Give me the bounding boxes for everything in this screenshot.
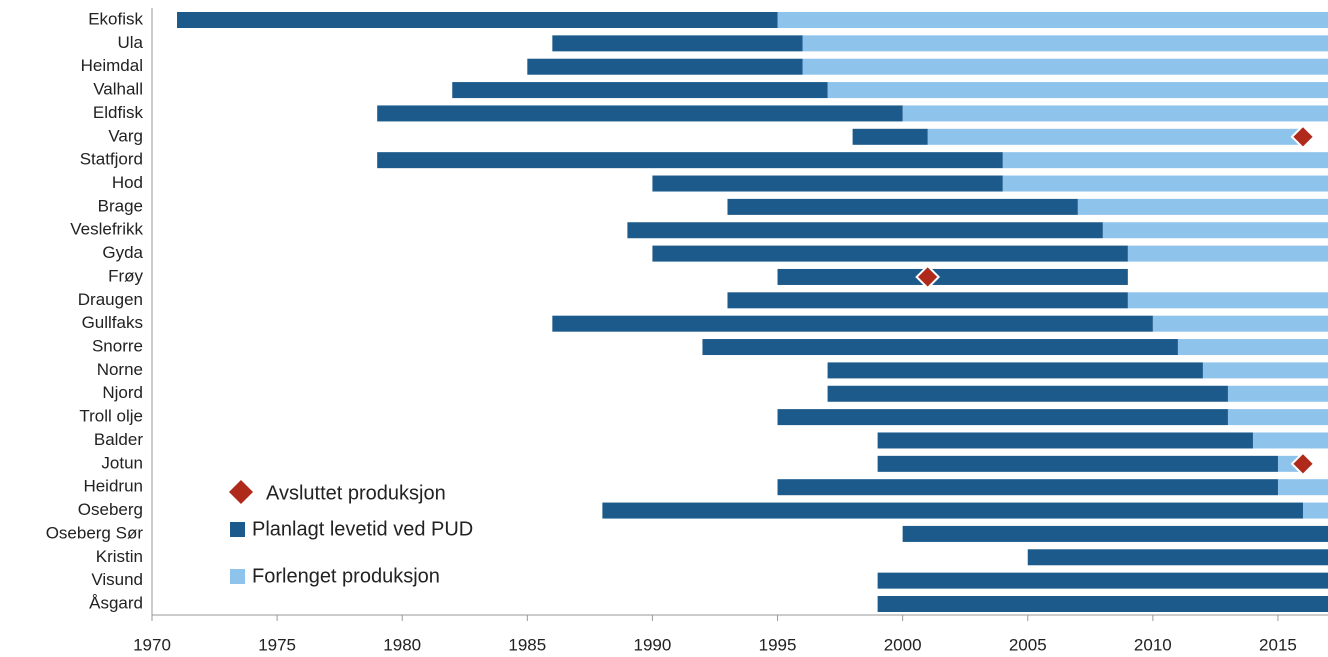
planned-bar	[727, 292, 1128, 309]
category-label: Ekofisk	[88, 9, 143, 28]
category-label: Gyda	[102, 243, 143, 262]
end-marker	[1290, 124, 1316, 150]
extended-bar	[1127, 292, 1328, 309]
legend-label: Forlenget produksjon	[252, 565, 440, 587]
category-label: Hod	[112, 173, 143, 192]
planned-bar	[827, 362, 1203, 379]
planned-bar	[877, 432, 1253, 449]
category-label: Njord	[102, 383, 143, 402]
planned-bar	[877, 455, 1278, 472]
planned-bar	[902, 525, 1328, 542]
planned-bar	[777, 479, 1278, 496]
category-label: Kristin	[96, 547, 143, 566]
extended-bar	[1152, 315, 1328, 332]
category-label: Visund	[91, 570, 143, 589]
category-label: Varg	[108, 126, 143, 145]
category-label: Veslefrikk	[70, 220, 143, 239]
end-marker	[1290, 451, 1316, 477]
category-label: Troll olje	[79, 407, 143, 426]
x-tick-label: 1985	[508, 635, 546, 654]
planned-bar	[177, 12, 778, 28]
extended-bar	[802, 58, 1328, 75]
legend-swatch	[230, 522, 245, 537]
category-label: Gullfaks	[82, 313, 143, 332]
extended-bar	[827, 82, 1328, 99]
extended-bar	[927, 128, 1303, 145]
category-label: Norne	[97, 360, 143, 379]
legend-label: Planlagt levetid ved PUD	[252, 518, 473, 540]
category-label: Snorre	[92, 337, 143, 356]
planned-bar	[777, 268, 1128, 285]
planned-bar	[877, 572, 1328, 589]
planned-bar	[452, 82, 828, 99]
category-label: Heidrun	[83, 477, 143, 496]
extended-bar	[777, 12, 1328, 28]
category-label: Oseberg Sør	[46, 523, 144, 542]
planned-bar	[627, 222, 1103, 239]
category-label: Oseberg	[78, 500, 143, 519]
category-label: Eldfisk	[93, 103, 144, 122]
category-label: Heimdal	[81, 56, 143, 75]
planned-bar	[702, 339, 1178, 356]
category-label: Statfjord	[80, 150, 143, 169]
extended-bar	[1202, 362, 1328, 379]
extended-bar	[1127, 245, 1328, 262]
x-tick-label: 1970	[133, 635, 171, 654]
end-marker	[915, 264, 941, 290]
planned-bar	[527, 58, 803, 75]
planned-bar	[652, 245, 1128, 262]
legend-marker	[229, 480, 253, 504]
planned-bar	[602, 502, 1303, 519]
extended-bar	[1227, 385, 1328, 402]
extended-bar	[1177, 339, 1328, 356]
extended-bar	[1227, 409, 1328, 426]
category-label: Draugen	[78, 290, 143, 309]
x-tick-label: 1990	[634, 635, 672, 654]
extended-bar	[802, 35, 1328, 52]
category-label: Balder	[94, 430, 143, 449]
extended-bar	[1002, 175, 1328, 192]
category-label: Åsgard	[89, 593, 143, 612]
x-tick-label: 2000	[884, 635, 922, 654]
extended-bar	[1252, 432, 1328, 449]
legend-label: Avsluttet produksjon	[266, 482, 446, 504]
planned-bar	[1027, 549, 1328, 566]
category-label: Brage	[98, 196, 143, 215]
category-label: Jotun	[101, 453, 143, 472]
x-tick-label: 1995	[759, 635, 797, 654]
extended-bar	[902, 105, 1328, 122]
planned-bar	[827, 385, 1228, 402]
planned-bar	[652, 175, 1003, 192]
planned-bar	[552, 35, 803, 52]
extended-bar	[1002, 152, 1328, 169]
planned-bar	[727, 198, 1078, 215]
extended-bar	[1077, 198, 1328, 215]
extended-bar	[1302, 502, 1328, 519]
category-label: Frøy	[108, 266, 143, 285]
x-tick-label: 2010	[1134, 635, 1172, 654]
x-tick-label: 2015	[1259, 635, 1297, 654]
legend-swatch	[230, 569, 245, 584]
plot	[177, 12, 1328, 612]
planned-bar	[777, 409, 1228, 426]
extended-bar	[1277, 479, 1328, 496]
planned-bar	[852, 128, 928, 145]
x-tick-label: 1975	[258, 635, 296, 654]
planned-bar	[377, 152, 1003, 169]
x-tick-label: 2005	[1009, 635, 1047, 654]
planned-bar	[377, 105, 903, 122]
category-label: Valhall	[93, 80, 143, 99]
extended-bar	[1102, 222, 1328, 239]
x-tick-label: 1980	[383, 635, 421, 654]
category-label: Ula	[117, 33, 143, 52]
planned-bar	[877, 596, 1328, 612]
planned-bar	[552, 315, 1153, 332]
